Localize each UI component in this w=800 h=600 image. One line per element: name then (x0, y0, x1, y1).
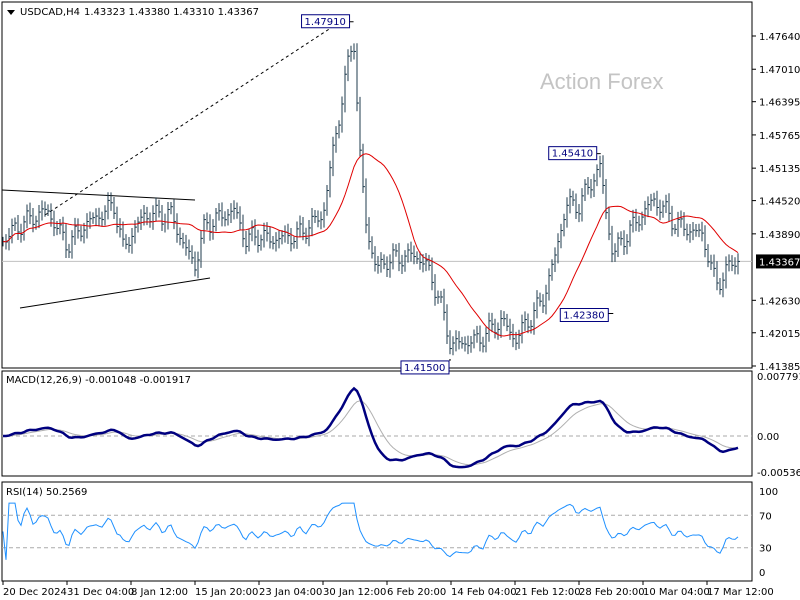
symbol-label: USDCAD,H4 (20, 7, 80, 18)
y-tick-label: 1.42015 (759, 329, 800, 340)
x-tick-label: 15 Jan 20:00 (195, 587, 258, 598)
y-tick-label: 1.45135 (759, 164, 800, 175)
rsi-line (2, 502, 739, 560)
y-tick-label: 1.47640 (759, 32, 800, 43)
price-annotation-label: 1.42380 (563, 311, 604, 322)
rsi-title: RSI(14) 50.2569 (6, 487, 87, 498)
price-annotation-box (400, 360, 450, 375)
macd-title: MACD(12,26,9) -0.001048 -0.001917 (6, 375, 191, 386)
rsi-panel-frame (1, 481, 753, 582)
watermark: Action Forex (540, 69, 664, 94)
macd-axis-label: -0.005367 (757, 468, 800, 479)
moving-average-line (2, 153, 739, 337)
x-tick-label: 20 Dec 2024 (3, 587, 67, 598)
macd-axis-label: 0.007791 (757, 372, 800, 383)
price-annotation-label: 1.41500 (404, 363, 445, 374)
x-tick-label: 31 Dec 04:00 (67, 587, 134, 598)
y-tick-label: 1.44520 (759, 197, 800, 208)
price-annotation-box (559, 308, 609, 323)
y-tick-label: 1.46395 (759, 98, 800, 109)
price-annotation-label: 1.45410 (552, 149, 593, 160)
x-tick-label: 23 Jan 04:00 (259, 587, 322, 598)
triangle-lower-line (19, 277, 211, 309)
current-price-tag (756, 254, 800, 269)
x-tick-label: 14 Feb 04:00 (451, 587, 517, 598)
macd-signal-line (2, 400, 739, 466)
macd-axis-label: 0.00 (757, 432, 779, 443)
x-tick-label: 30 Jan 12:00 (323, 587, 386, 598)
triangle-upper-line (1, 189, 196, 201)
x-tick-label: 10 Mar 04:00 (643, 587, 710, 598)
x-tick-label: 8 Jan 12:00 (131, 587, 188, 598)
x-tick-label: 28 Feb 20:00 (579, 587, 645, 598)
collapse-triangle-icon[interactable] (7, 10, 15, 15)
y-tick-label: 1.47010 (759, 65, 800, 76)
price-annotation-label: 1.47910 (305, 17, 346, 28)
x-tick-label: 6 Feb 20:00 (387, 587, 446, 598)
rsi-axis-label: 30 (759, 544, 772, 555)
y-tick-label: 1.41385 (759, 362, 800, 373)
current-price-label: 1.43367 (759, 257, 800, 268)
rsi-axis-label: 100 (759, 487, 778, 498)
rsi-axis-label: 70 (759, 511, 772, 522)
macd-line (2, 386, 739, 469)
y-tick-label: 1.42630 (759, 296, 800, 307)
main-panel-frame (1, 1, 753, 369)
macd-panel-frame (1, 370, 753, 477)
x-tick-label: 21 Feb 12:00 (515, 587, 581, 598)
ohlc-label: 1.43323 1.43380 1.43310 1.43367 (84, 7, 259, 18)
y-tick-label: 1.43890 (759, 230, 800, 241)
y-tick-label: 1.45765 (759, 131, 800, 142)
x-tick-label: 17 Mar 12:00 (707, 587, 774, 598)
dashed-trendline (44, 19, 344, 216)
rsi-axis-label: 0 (759, 568, 765, 579)
